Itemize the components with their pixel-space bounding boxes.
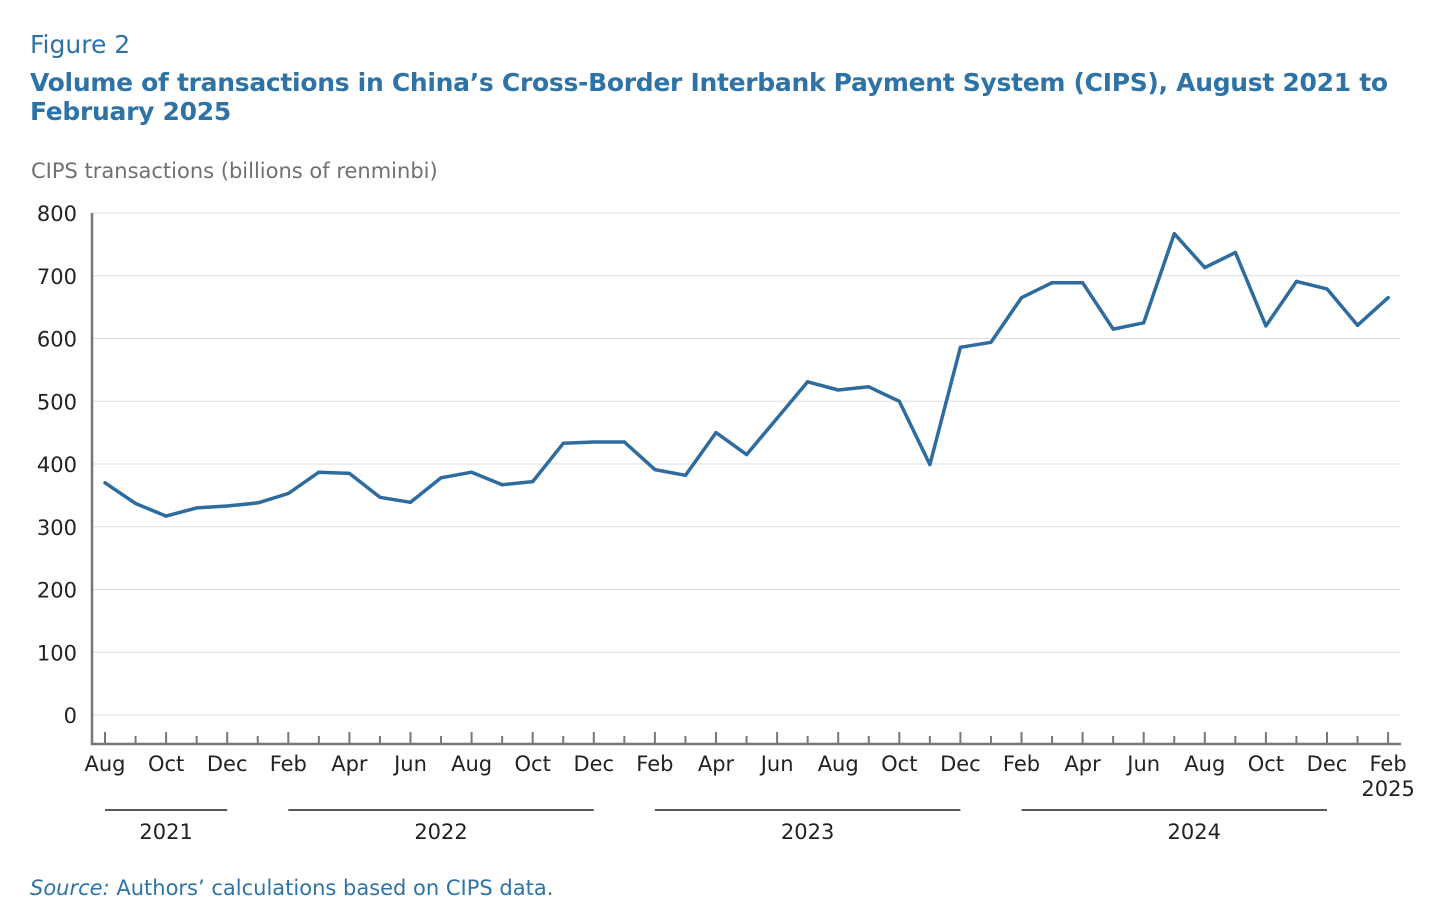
data-point [653, 468, 657, 472]
y-tick-label: 500 [37, 390, 77, 414]
x-tick-label: Jun [759, 752, 794, 776]
source-label: Source: [30, 876, 110, 900]
source-text: Authors’ calculations based on CIPS data… [109, 876, 554, 900]
data-point [347, 471, 351, 476]
data-point [1325, 287, 1329, 291]
x-axis-ticks: Aug Oct Dec Feb Apr Jun Aug Oct Dec Feb Apr Jun Aug O… [84, 732, 1415, 801]
x-tick-label: Apr [331, 752, 368, 776]
y-tick-label: 0 [64, 704, 77, 728]
year-label: 2023 [781, 820, 834, 844]
data-point [989, 340, 993, 344]
data-point [531, 479, 535, 484]
data-point [1294, 279, 1299, 283]
data-point [1019, 296, 1024, 300]
data-point [622, 440, 626, 444]
data-point [775, 416, 779, 420]
data-point [133, 501, 138, 506]
chart-title: Volume of transactions in China’s Cross-… [30, 68, 1388, 126]
x-tick-label: Oct [1248, 752, 1284, 776]
data-point [1233, 250, 1237, 255]
x-tick-label: Jun [1125, 752, 1160, 776]
data-point [195, 506, 199, 510]
x-tick-label: Feb [270, 752, 307, 776]
y-tick-label: 800 [37, 202, 77, 226]
data-point [561, 441, 565, 445]
data-point [1081, 281, 1085, 285]
data-point [1142, 321, 1146, 325]
x-tick-label: Aug [451, 752, 492, 776]
y-tick-label: 300 [37, 516, 77, 540]
data-point [1203, 265, 1207, 270]
data-point [683, 473, 688, 477]
y-tick-label: 100 [37, 641, 77, 665]
x-tick-label: Aug [818, 752, 859, 776]
x-tick-label: Aug [84, 752, 125, 776]
x-tick-sublabel: 2025 [1361, 777, 1414, 801]
x-tick-label: Feb [1003, 752, 1040, 776]
x-tick-label: Jun [392, 752, 427, 776]
data-point [500, 483, 504, 487]
data-point [256, 501, 260, 505]
data-point [164, 514, 168, 518]
source-note: Source: Authors’ calculations based on C… [30, 876, 553, 900]
data-point [1386, 296, 1390, 300]
y-axis-ticks: 0 100 200 300 400 500 600 700 800 [37, 202, 77, 728]
gridlines [92, 212, 1400, 716]
x-tick-label: Dec [1307, 752, 1348, 776]
data-point [1264, 324, 1268, 328]
data-point [225, 504, 229, 508]
x-tick-label: Dec [207, 752, 248, 776]
year-label: 2021 [139, 820, 192, 844]
data-point [1355, 323, 1360, 327]
data-point [836, 388, 840, 392]
x-tick-label: Oct [515, 752, 551, 776]
y-tick-label: 400 [37, 453, 77, 477]
y-tick-label: 200 [37, 579, 77, 603]
data-point [714, 431, 718, 435]
data-point [317, 470, 321, 474]
x-tick-label: Dec [573, 752, 614, 776]
data-point [806, 380, 810, 384]
data-point [897, 399, 901, 403]
figure-label: Figure 2 [30, 30, 131, 59]
data-point [1172, 232, 1176, 236]
x-tick-label: Feb [636, 752, 673, 776]
data-point [286, 491, 290, 496]
axes [90, 213, 1401, 746]
year-groups: 2021 2022 2023 2024 [105, 809, 1327, 844]
data-point [408, 500, 413, 504]
x-tick-label: Dec [940, 752, 981, 776]
x-tick-label: Oct [148, 752, 184, 776]
data-point [439, 476, 443, 480]
x-tick-label: Apr [698, 752, 735, 776]
x-tick-label: Aug [1184, 752, 1225, 776]
data-point [1111, 327, 1115, 331]
data-point [928, 463, 932, 467]
y-tick-label: 600 [37, 328, 77, 352]
y-axis-title: CIPS transactions (billions of renminbi) [31, 159, 438, 183]
data-point [867, 385, 871, 389]
year-label: 2024 [1168, 820, 1221, 844]
data-point [1050, 281, 1054, 285]
data-point [592, 440, 596, 444]
data-series [103, 231, 1390, 518]
data-point [470, 470, 474, 474]
data-point [378, 495, 382, 499]
year-label: 2022 [414, 820, 467, 844]
data-point [103, 481, 107, 485]
data-point [744, 452, 749, 457]
y-tick-label: 700 [37, 265, 77, 289]
x-tick-label: Feb [1370, 752, 1407, 776]
x-tick-label: Oct [881, 752, 917, 776]
data-point [958, 345, 963, 349]
x-tick-label: Apr [1064, 752, 1101, 776]
